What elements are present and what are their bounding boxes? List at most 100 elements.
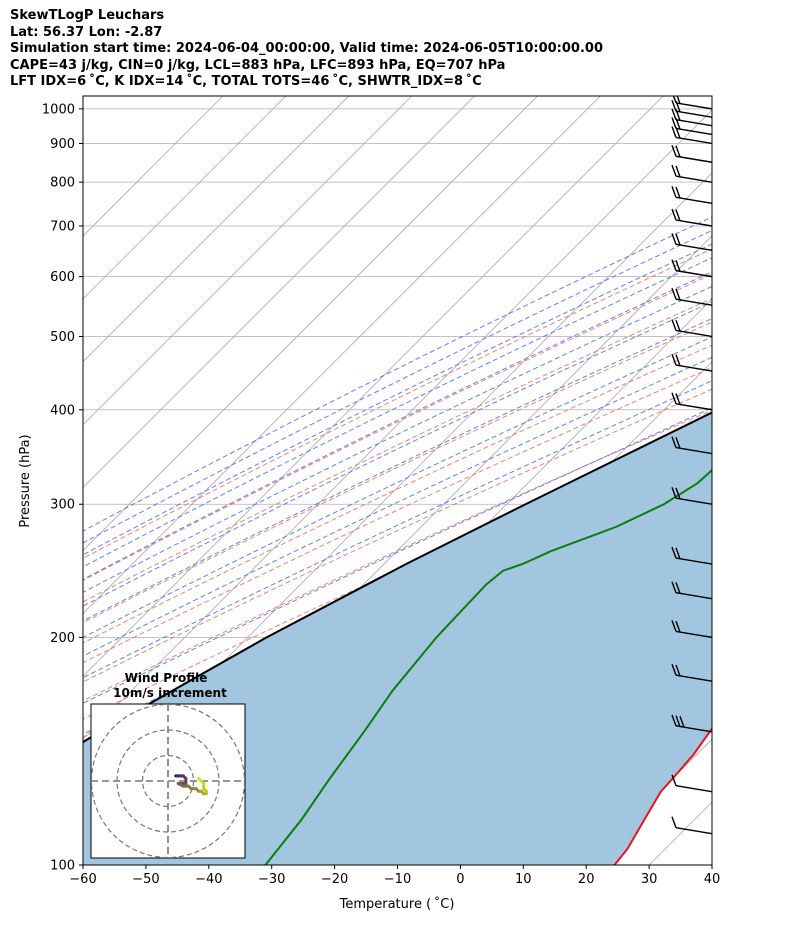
x-tick-label: −40: [195, 872, 222, 887]
isotherm-line: [83, 96, 601, 614]
wind-barb-flag: [671, 353, 677, 366]
wind-barb-flag: [675, 664, 681, 677]
wind-barb-staff: [675, 110, 712, 118]
wind-barb-staff: [675, 497, 712, 505]
wind-barb-flag: [675, 288, 681, 301]
wind-barb-flag: [675, 260, 681, 272]
dry-adiabat-line: [83, 388, 712, 683]
wind-barb-flag: [675, 233, 681, 246]
wind-barb-flag: [671, 581, 677, 593]
location-line: Lat: 56.37 Lon: -2.87: [10, 24, 163, 40]
y-tick-label: 600: [50, 270, 75, 285]
x-tick-label: −60: [69, 872, 96, 887]
moist-adiabat-line: [83, 271, 712, 580]
wind-barb-flag: [671, 663, 677, 676]
wind-barb-flag: [675, 145, 681, 158]
y-tick-label: 700: [50, 220, 75, 235]
y-tick-label: 1000: [42, 102, 75, 117]
wind-barb: [671, 714, 712, 733]
wind-barb: [671, 546, 712, 565]
wind-barb-staff: [675, 119, 712, 127]
wind-barb-flag: [671, 145, 677, 157]
wind-barb-flag: [675, 186, 681, 199]
wind-barb-flag: [671, 774, 677, 786]
time-line: Simulation start time: 2024-06-04_00:00:…: [10, 41, 603, 56]
isotherm-line: [83, 96, 475, 489]
wind-barb-staff: [675, 155, 712, 163]
x-tick-label: −30: [258, 872, 285, 887]
isotherm-line: [83, 96, 350, 363]
wind-barb: [671, 353, 712, 372]
wind-barb: [671, 287, 712, 306]
wind-barb: [671, 99, 712, 118]
wind-barb-staff: [675, 136, 712, 145]
wind-barb-flag: [671, 436, 677, 448]
y-tick-label: 100: [50, 859, 75, 874]
wind-barb-staff: [675, 827, 712, 835]
hodograph-ring: [91, 704, 245, 858]
wind-barb-staff: [675, 269, 712, 278]
wind-barb-staff: [675, 446, 712, 455]
x-axis-label: Temperature ( ˚C): [339, 896, 455, 912]
wind-barb-flag: [675, 487, 681, 500]
isotherm-line: [83, 96, 224, 237]
wind-barb: [671, 486, 712, 505]
wind-barb: [671, 620, 712, 639]
wind-barb: [671, 126, 712, 145]
wind-barb-staff: [675, 557, 712, 565]
parcel-trace-line: [83, 411, 712, 744]
wind-barb-flag: [675, 209, 681, 221]
wind-barb-flag: [675, 109, 681, 121]
dry-adiabat-line: [83, 321, 712, 624]
wind-barb-staff: [675, 785, 712, 793]
cape-line: CAPE=43 j/kg, CIN=0 j/kg, LCL=883 hPa, L…: [10, 57, 506, 73]
x-tick-label: −50: [132, 872, 159, 887]
x-tick-label: 40: [704, 872, 721, 887]
wind-barb-flag: [671, 233, 677, 245]
wind-barb-flag: [671, 208, 677, 221]
wind-barb-flag: [675, 715, 681, 727]
wind-barb: [671, 774, 712, 793]
wind-barb: [672, 96, 712, 110]
wind-barb-flag: [671, 319, 677, 331]
wind-barb-flag: [671, 392, 677, 405]
moist-adiabat-line: [83, 229, 712, 544]
wind-barb-staff: [675, 592, 712, 600]
x-tick-label: 30: [641, 872, 658, 887]
wind-barb-staff: [675, 364, 712, 372]
isotherm-line: [83, 96, 538, 552]
moist-adiabat-line: [83, 407, 712, 704]
wind-barb-staff: [675, 403, 712, 411]
wind-barb: [671, 164, 712, 183]
wind-barb: [671, 259, 712, 278]
x-tick-label: 0: [456, 872, 464, 887]
isotherm-line: [83, 96, 664, 677]
hodograph-subtitle: 10m/s increment: [113, 686, 227, 700]
wind-barb-flag: [671, 108, 677, 120]
isotherm-line: [83, 96, 412, 426]
temperature-line: [613, 726, 712, 865]
wind-barb-flag: [675, 620, 681, 633]
wind-barb: [671, 319, 712, 338]
isotherm-line: [83, 109, 712, 740]
wind-barb: [671, 233, 712, 252]
wind-barb-flag: [675, 393, 681, 405]
hodograph-title: Wind Profile: [125, 671, 208, 685]
wind-barb: [671, 208, 712, 227]
y-tick-label: 400: [50, 403, 75, 418]
wind-barb: [671, 581, 712, 600]
isotherm-line: [711, 864, 712, 865]
wind-barb: [671, 436, 712, 455]
index-line: LFT IDX=6 ˚C, K IDX=14 ˚C, TOTAL TOTS=46…: [10, 74, 482, 89]
hodograph-area: [91, 704, 245, 858]
chart-title: SkewTLogP Leuchars: [10, 8, 165, 23]
wind-barb-flag: [671, 714, 677, 727]
dry-adiabat-line: [83, 273, 712, 582]
wind-barb-staff: [675, 298, 712, 306]
moist-adiabat-line: [83, 336, 712, 639]
wind-barb-staff: [675, 127, 712, 136]
wind-barb: [671, 392, 712, 411]
chart-header: SkewTLogP Leuchars Lat: 56.37 Lon: -2.87…: [10, 8, 603, 91]
dry-adiabat-line: [83, 248, 712, 559]
x-tick-label: 20: [578, 872, 595, 887]
